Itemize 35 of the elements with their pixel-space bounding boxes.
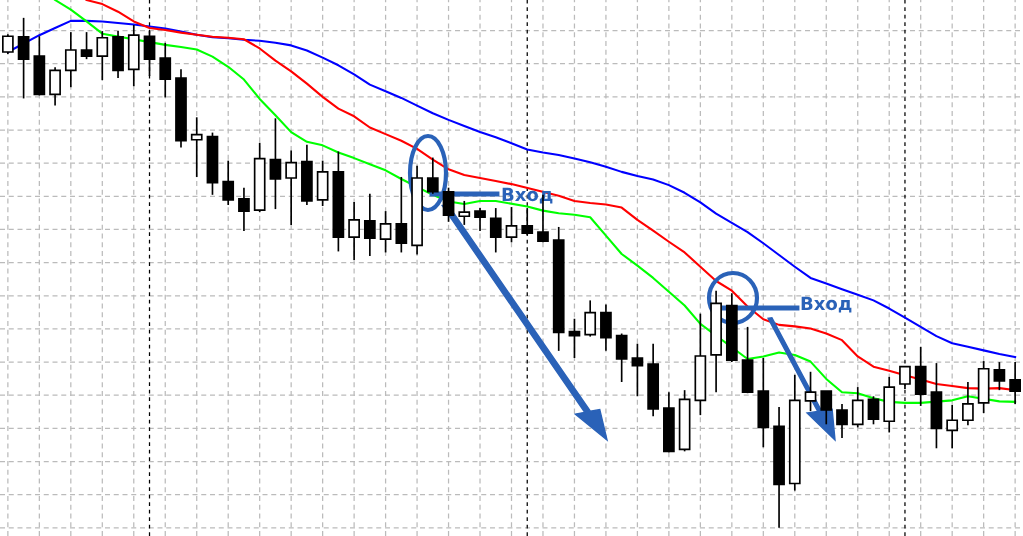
candlestick — [458, 200, 471, 226]
candlestick — [395, 176, 408, 254]
candlestick — [348, 201, 360, 261]
candlestick — [190, 116, 203, 178]
annotation: Вход — [801, 296, 852, 313]
candlestick — [1009, 361, 1022, 405]
candlestick — [584, 299, 597, 338]
candlestick — [222, 159, 235, 206]
candlestick — [489, 207, 502, 254]
candlestick — [631, 342, 644, 398]
candlestick — [474, 207, 486, 232]
candlestick — [442, 186, 455, 223]
candlestick — [426, 156, 439, 195]
candlestick — [80, 31, 93, 60]
candlestick — [285, 149, 298, 226]
candlestick — [17, 17, 30, 100]
candlestick — [946, 404, 959, 450]
candlestick — [836, 403, 848, 439]
candlestick — [49, 66, 61, 107]
candlestick — [851, 386, 864, 429]
candlestick — [269, 117, 282, 210]
candlestick — [867, 395, 880, 426]
candlestick — [64, 31, 77, 89]
candlestick — [238, 186, 250, 232]
candlestick — [1, 33, 14, 55]
candlestick — [820, 390, 833, 426]
candlestick — [505, 206, 518, 244]
candlestick — [159, 42, 172, 99]
candlestick — [379, 210, 392, 254]
candlestick — [804, 370, 817, 412]
candlestick — [96, 30, 109, 81]
candlestick — [993, 361, 1006, 391]
candlestick — [363, 192, 376, 257]
candlestick — [615, 332, 628, 383]
candlestick — [962, 381, 974, 427]
